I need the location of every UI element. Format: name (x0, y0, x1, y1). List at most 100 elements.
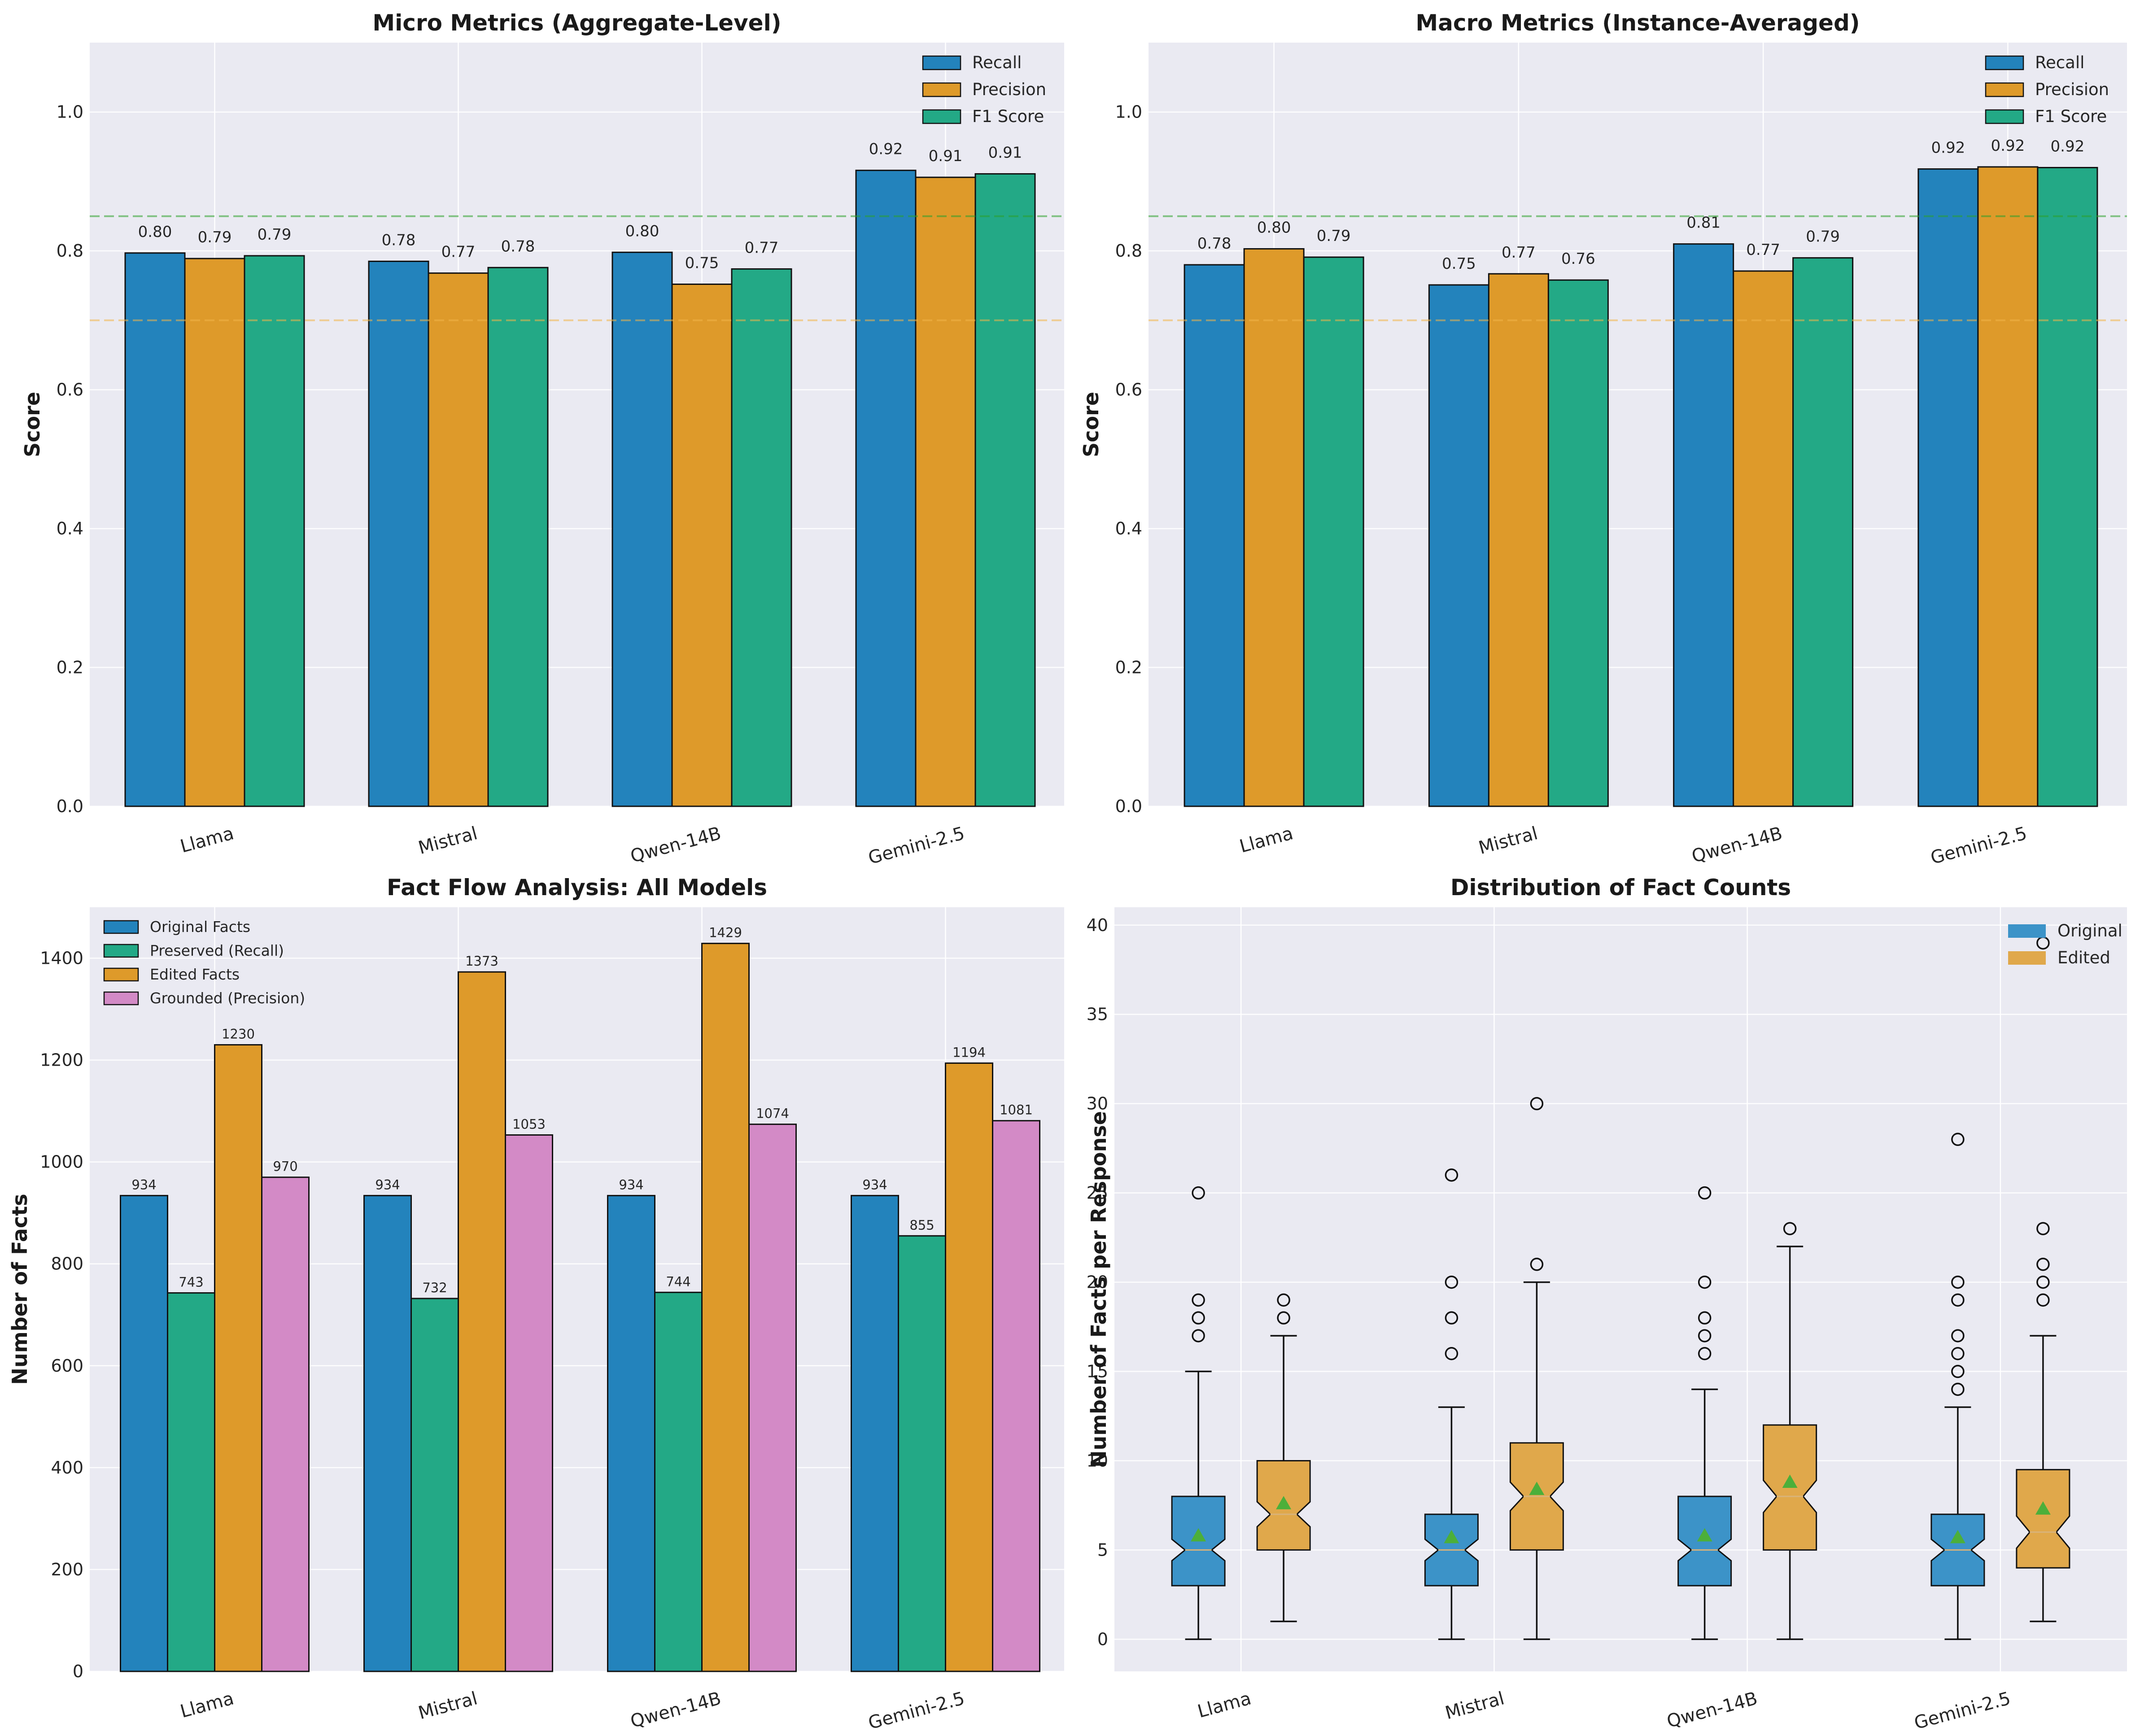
legend-label: Edited Facts (150, 966, 240, 983)
bar-recall (1673, 243, 1734, 807)
bar-preserved-recall (411, 1298, 459, 1672)
legend-label: Edited (2057, 948, 2110, 967)
box-edited (1509, 1097, 1564, 1640)
x-tick-label: Gemini-2.5 (1928, 823, 2029, 868)
x-tick-label: Llama (1196, 1688, 1253, 1722)
mean-marker (1782, 1474, 1798, 1488)
legend-label: F1 Score (972, 107, 1044, 126)
y-tick-label: 0.0 (57, 796, 83, 816)
outlier-point (1192, 1186, 1205, 1200)
bar-edited-facts (458, 971, 506, 1672)
bar-value-label: 1429 (709, 925, 742, 940)
x-tick-label: Mistral (1443, 1688, 1507, 1723)
bar-value-label: 0.77 (745, 239, 779, 257)
macro-metrics-chart: 0.0 0.2 0.4 0.6 0.8 1.0 Macro Metrics (Instanc… (1079, 10, 2127, 869)
legend-swatch (922, 55, 961, 70)
outlier-point (1951, 1382, 1965, 1396)
y-tick-label: 0.4 (57, 519, 83, 538)
box-original (1677, 1186, 1732, 1640)
bar-recall (611, 251, 673, 807)
y-tick-label: 800 (51, 1254, 83, 1274)
y-tick-label: 200 (51, 1560, 83, 1579)
box-original (1171, 1186, 1226, 1640)
outlier-point (2036, 1275, 2050, 1289)
bar-precision (915, 176, 976, 807)
legend-label: Original Facts (150, 918, 250, 936)
bar-precision (1733, 270, 1794, 807)
bar-precision (184, 258, 245, 807)
y-tick-label: 0 (73, 1662, 83, 1681)
bar-f1-score (731, 268, 792, 807)
mean-marker (1697, 1528, 1712, 1542)
bar-value-label: 0.78 (501, 237, 535, 255)
y-axis-label: Number of Facts (8, 1194, 32, 1385)
outlier-point (1277, 1293, 1290, 1307)
bar-value-label: 1053 (512, 1116, 546, 1132)
x-tick-label: Qwen-14B (628, 1688, 723, 1732)
notched-box (2016, 1469, 2070, 1569)
bar-value-label: 1074 (756, 1106, 789, 1121)
legend-label: Recall (972, 53, 1022, 72)
bar-value-label: 0.77 (1746, 241, 1780, 259)
bar-value-label: 0.78 (1197, 235, 1232, 253)
fact-count-distribution-chart: 0 5 10 15 20 25 30 35 40 Distribution of Fact Cou… (1087, 875, 2127, 1734)
bar-edited-facts (214, 1044, 262, 1672)
y-tick-label: 0.2 (1115, 658, 1142, 678)
box-edited (1256, 1293, 1311, 1622)
y-axis-label: Score (20, 392, 44, 457)
chart-title: Micro Metrics (Aggregate-Level) (372, 10, 781, 36)
box-original (1930, 1133, 1985, 1640)
outlier-point (1698, 1311, 1712, 1325)
bar-f1-score (974, 173, 1036, 807)
y-tick-label: 20 (1087, 1272, 1108, 1292)
x-tick-label: Mistral (1476, 823, 1540, 858)
bar-grounded-precision (748, 1124, 797, 1672)
y-tick-label: 0.8 (1115, 241, 1142, 261)
box-edited (2016, 936, 2070, 1622)
y-tick-label: 10 (1087, 1451, 1108, 1470)
y-tick-label: 35 (1087, 1005, 1108, 1024)
y-axis-label: Score (1079, 392, 1103, 457)
outlier-point (1192, 1293, 1205, 1307)
bar-grounded-precision (261, 1176, 310, 1672)
bar-value-label: 0.80 (1257, 219, 1291, 237)
bar-value-label: 1194 (952, 1045, 986, 1060)
y-tick-label: 0 (1097, 1629, 1108, 1649)
y-tick-label: 25 (1087, 1183, 1108, 1203)
bar-original-facts (851, 1195, 899, 1672)
legend-swatch (2008, 951, 2046, 965)
legend-label: Precision (972, 80, 1046, 99)
outlier-point (2036, 1293, 2050, 1307)
bar-value-label: 0.79 (1317, 227, 1351, 245)
bar-value-label: 0.80 (625, 222, 659, 240)
bar-value-label: 0.77 (1502, 244, 1536, 262)
bar-value-label: 0.91 (929, 147, 963, 165)
outlier-point (1951, 1133, 1965, 1146)
x-tick-label: Mistral (416, 1688, 480, 1723)
chart-title: Distribution of Fact Counts (1450, 875, 1791, 901)
outlier-point (1951, 1329, 1965, 1342)
bar-value-label: 1230 (222, 1027, 255, 1042)
legend-swatch (922, 109, 961, 124)
y-tick-label: 0.6 (1115, 380, 1142, 400)
outlier-point (1698, 1275, 1712, 1289)
y-tick-label: 1200 (40, 1050, 83, 1070)
bar-f1-score (244, 255, 305, 807)
bar-value-label: 0.79 (258, 226, 292, 244)
bar-f1-score (1303, 256, 1364, 807)
micro-metrics-chart: 0.0 0.2 0.4 0.6 0.8 1.0 Micro Metrics (Aggrega… (20, 10, 1064, 869)
y-tick-label: 0.8 (57, 241, 83, 261)
bar-precision (428, 272, 489, 807)
bar-value-label: 0.91 (988, 144, 1022, 162)
legend-label: Original (2057, 921, 2123, 940)
bar-recall (855, 170, 917, 807)
legend-swatch (1985, 109, 2024, 124)
y-tick-label: 0.2 (57, 658, 83, 678)
bar-value-label: 0.92 (1931, 139, 1965, 157)
bar-value-label: 934 (619, 1177, 643, 1193)
bar-precision (1488, 273, 1549, 807)
y-tick-label: 400 (51, 1458, 83, 1478)
y-tick-label: 1400 (40, 949, 83, 968)
bar-value-label: 0.92 (2051, 138, 2085, 156)
